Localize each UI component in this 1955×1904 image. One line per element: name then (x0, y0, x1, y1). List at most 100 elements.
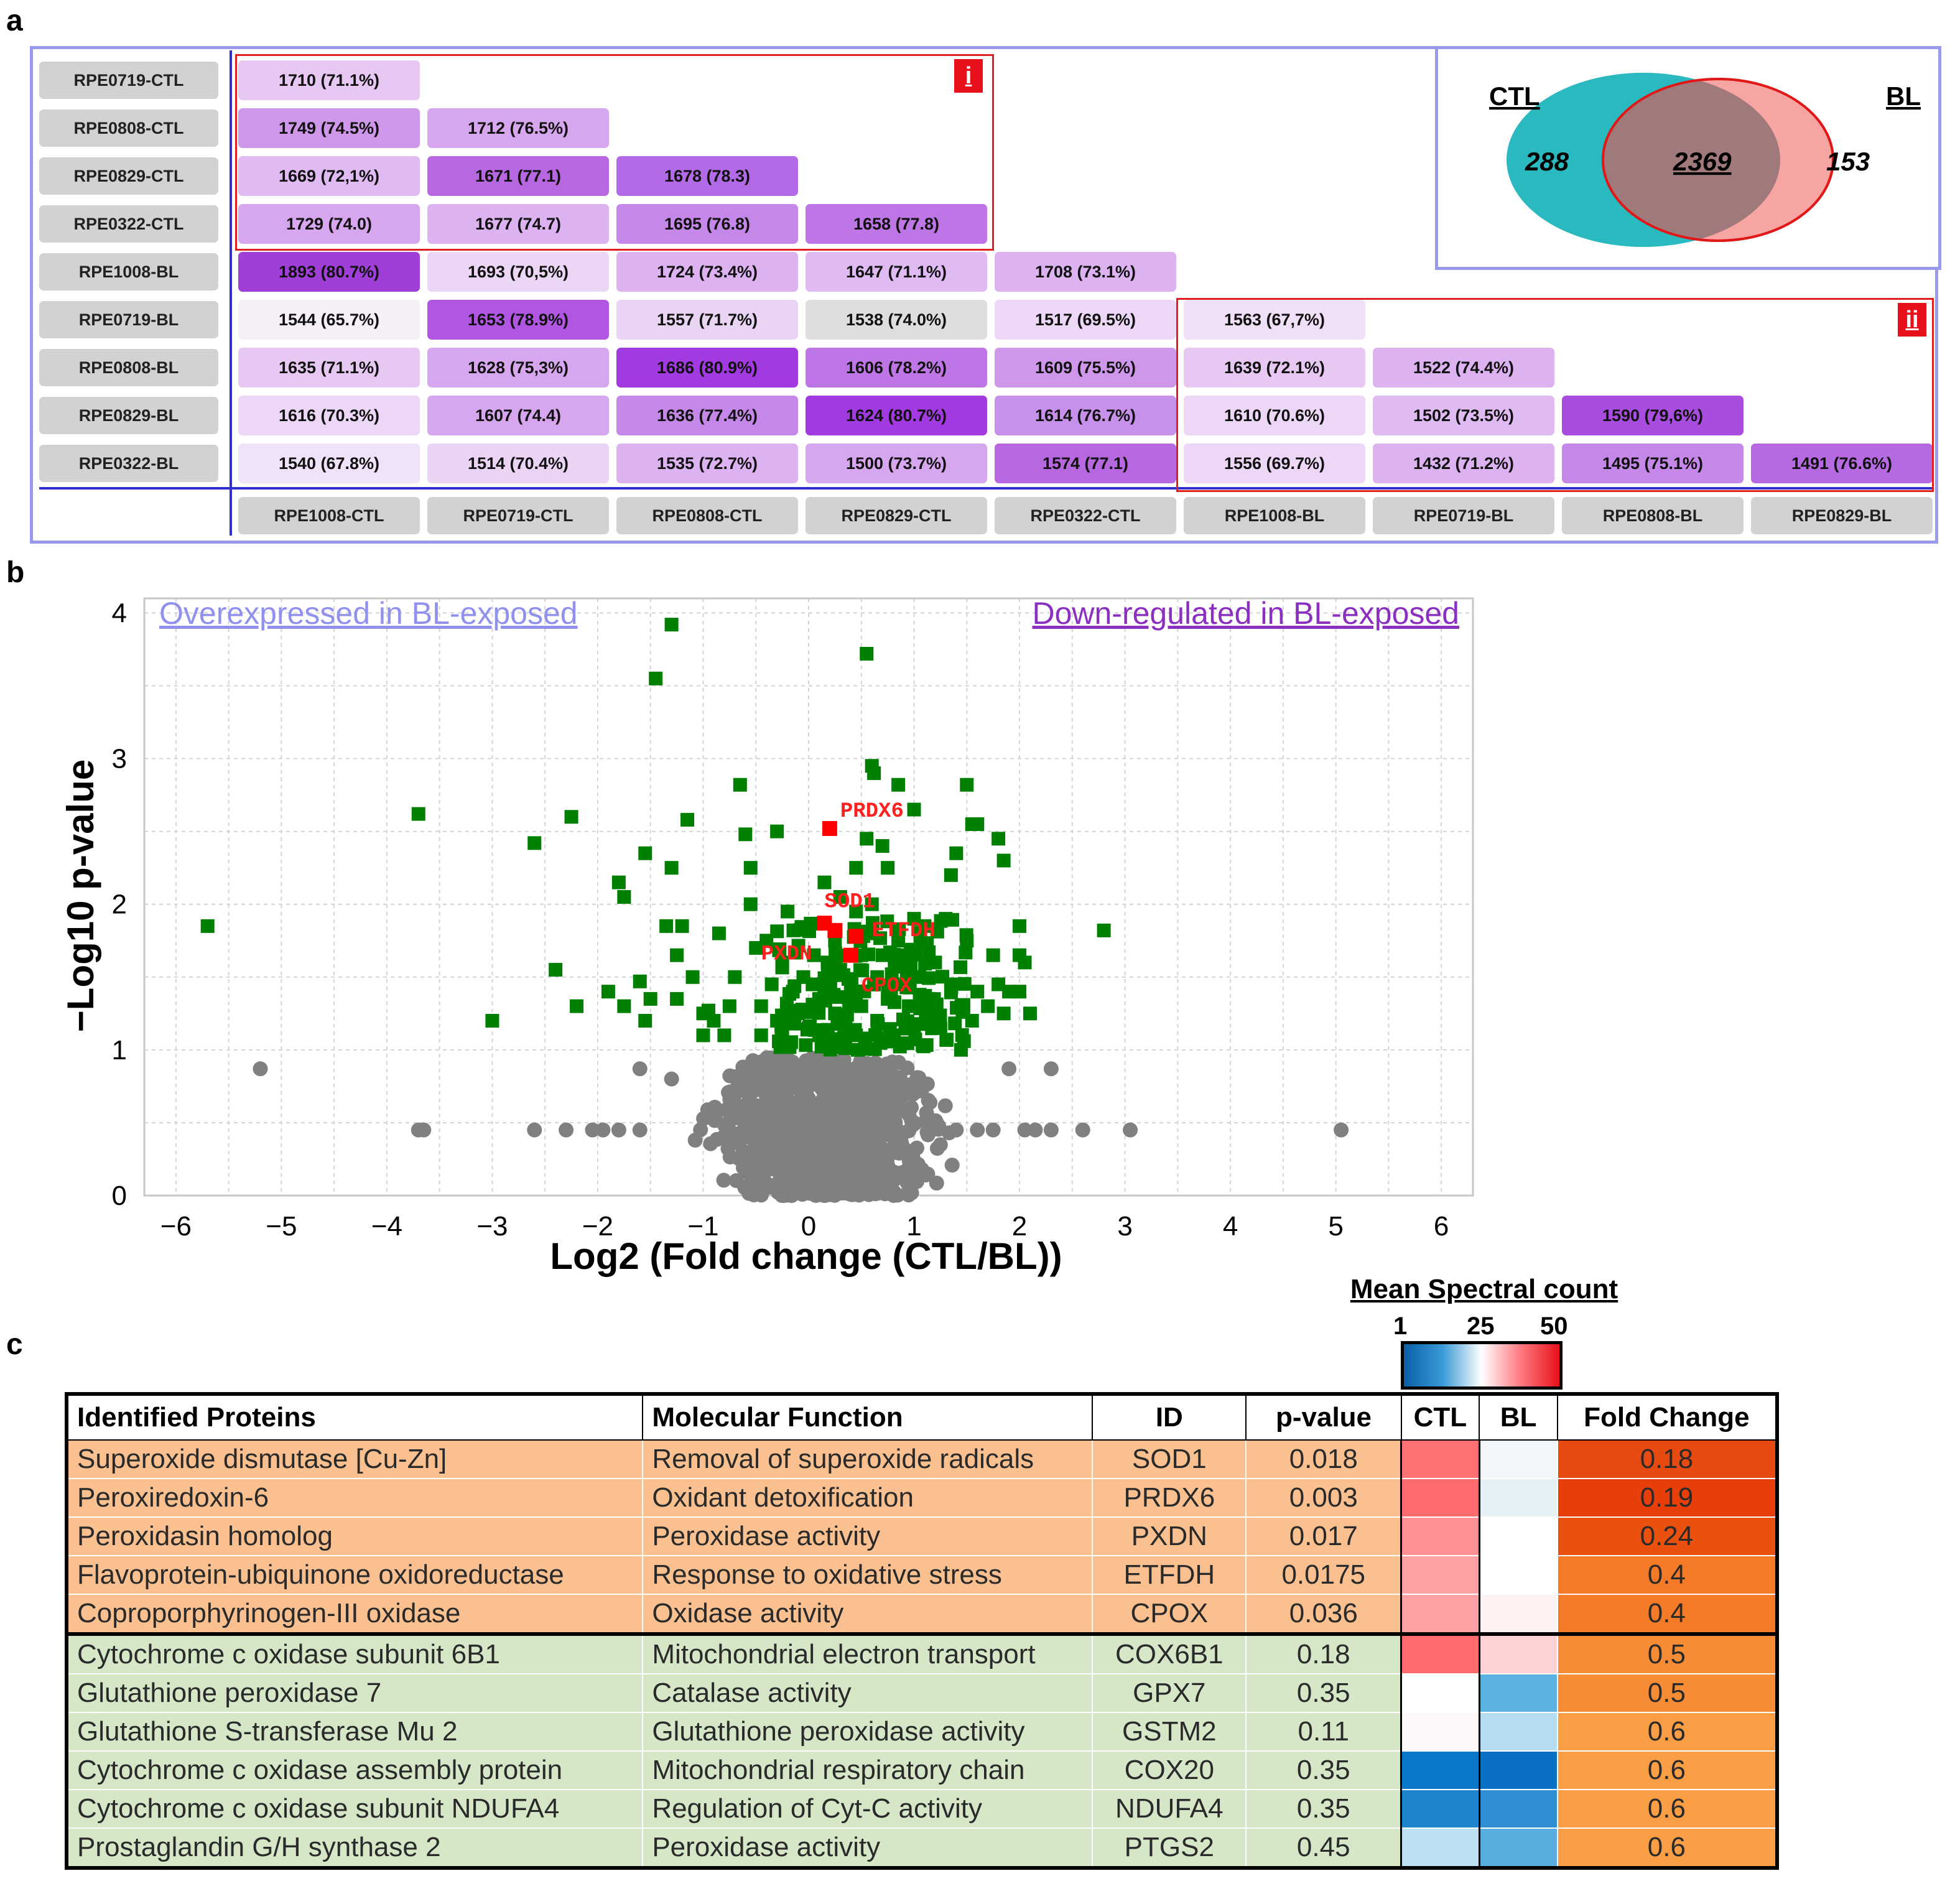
data-point-significant (875, 948, 889, 962)
data-point-nonsignificant (741, 1186, 757, 1201)
cell-bl-heat (1478, 1712, 1558, 1752)
data-point-significant (886, 1028, 900, 1043)
cell-function: Regulation of Cyt-C activity (642, 1789, 1094, 1829)
matrix-cell: 1628 (75,3%) (427, 348, 609, 388)
matrix-cell: 1677 (74.7) (427, 204, 609, 244)
x-tick-label: −5 (266, 1211, 297, 1242)
x-tick-label: −4 (371, 1211, 402, 1242)
data-point-nonsignificant (799, 1053, 814, 1069)
matrix-cell: 1636 (77.4%) (616, 396, 798, 435)
cell-id: CPOX (1092, 1594, 1247, 1635)
data-point-nonsignificant (920, 1127, 936, 1143)
data-point-significant (696, 1028, 710, 1043)
cell-function: Peroxidase activity (642, 1827, 1094, 1869)
data-point-nonsignificant (728, 1173, 744, 1189)
data-point-highlighted (822, 820, 837, 836)
table-row: Prostaglandin G/H synthase 2 Peroxidase a… (65, 1827, 1778, 1869)
data-point-significant (781, 904, 795, 919)
cell-fold-change: 0.5 (1556, 1673, 1778, 1713)
panel-label-c: c (6, 1328, 23, 1361)
cell-p-value: 0.35 (1245, 1673, 1402, 1713)
data-point-significant (866, 916, 880, 930)
data-point-nonsignificant (879, 1154, 894, 1169)
data-point-significant (1097, 923, 1111, 937)
data-point-nonsignificant (949, 1122, 964, 1138)
cell-p-value: 0.017 (1245, 1516, 1402, 1556)
data-point-nonsignificant (720, 1141, 736, 1156)
data-point-significant (986, 948, 1000, 962)
row-label: RPE1008-BL (39, 253, 218, 290)
matrix-cell: 1610 (70.6%) (1184, 396, 1365, 435)
data-point-significant (817, 875, 832, 889)
row-label: RPE0322-CTL (39, 205, 218, 243)
data-point-nonsignificant (824, 1080, 839, 1095)
data-point-significant (970, 985, 985, 999)
column-label: RPE0808-CTL (616, 497, 798, 534)
cell-protein: Cytochrome c oxidase assembly protein (65, 1750, 644, 1790)
overlap-matrix: RPE0719-CTL RPE0808-CTL RPE0829-CTL RPE0322… (33, 49, 1935, 541)
data-point-nonsignificant (716, 1173, 731, 1188)
x-tick-label: −2 (582, 1211, 613, 1242)
cell-fold-change: 0.6 (1556, 1789, 1778, 1829)
data-point-nonsignificant (809, 1132, 825, 1148)
data-point-significant (638, 1014, 652, 1028)
data-point-nonsignificant (766, 1051, 781, 1066)
data-point-nonsignificant (743, 1158, 759, 1173)
data-point-nonsignificant (824, 1061, 840, 1077)
matrix-cell: 1671 (77.1) (427, 156, 609, 196)
data-point-significant (799, 1038, 813, 1052)
data-point-nonsignificant (851, 1153, 866, 1168)
cell-ctl-heat (1400, 1555, 1480, 1595)
x-tick-label: 6 (1434, 1211, 1449, 1242)
data-point-significant (791, 939, 806, 953)
matrix-cell: 1639 (72.1%) (1184, 348, 1365, 388)
venn-shared-count: 2369 (1673, 147, 1732, 176)
cell-function: Glutathione peroxidase activity (642, 1712, 1094, 1752)
data-point-nonsignificant (822, 1098, 838, 1113)
table-header-row: Identified Proteins Molecular Function I… (65, 1393, 1778, 1441)
data-point-significant (812, 1028, 826, 1043)
cell-protein: Coproporphyrinogen-III oxidase (65, 1594, 644, 1635)
data-point-significant (892, 922, 906, 936)
data-point-significant (807, 948, 821, 962)
data-point-significant (770, 824, 784, 838)
cell-ctl-heat (1400, 1439, 1480, 1479)
data-point-significant (843, 985, 858, 999)
matrix-cell: 1535 (72.7%) (616, 443, 798, 483)
cell-bl-heat (1478, 1555, 1558, 1595)
data-point-significant (796, 970, 810, 984)
data-point-nonsignificant (1334, 1122, 1349, 1138)
matrix-cell: 1635 (71.1%) (238, 348, 420, 388)
cell-p-value: 0.036 (1245, 1594, 1402, 1635)
data-point-nonsignificant (416, 1122, 432, 1138)
matrix-cell: 1616 (70.3%) (238, 396, 420, 435)
cell-id: SOD1 (1092, 1439, 1247, 1479)
matrix-cell: 1729 (74.0) (238, 204, 420, 244)
data-point-nonsignificant (905, 1150, 921, 1166)
cell-id: GPX7 (1092, 1673, 1247, 1713)
data-point-nonsignificant (845, 1088, 861, 1103)
matrix-cell: 1432 (71.2%) (1373, 443, 1554, 483)
matrix-cell: 1724 (73.4%) (616, 252, 798, 292)
cell-id: PRDX6 (1092, 1478, 1247, 1518)
point-label: ETFDH (872, 919, 936, 943)
data-point-significant (855, 964, 870, 978)
data-point-nonsignificant (718, 1117, 733, 1132)
cell-fold-change: 0.6 (1556, 1712, 1778, 1752)
cell-id: NDUFA4 (1092, 1789, 1247, 1829)
data-point-nonsignificant (796, 1176, 812, 1191)
matrix-cell: 1893 (80.7%) (238, 252, 420, 292)
column-label: RPE1008-BL (1184, 497, 1365, 534)
data-point-significant (738, 827, 753, 842)
cell-fold-change: 0.4 (1556, 1555, 1778, 1595)
x-tick-label: 4 (1223, 1211, 1238, 1242)
data-point-significant (775, 955, 789, 970)
y-tick-label: 3 (112, 744, 127, 774)
cell-bl-heat (1478, 1439, 1558, 1479)
data-point-significant (200, 919, 215, 933)
data-point-significant (1013, 985, 1027, 999)
cell-bl-heat (1478, 1594, 1558, 1635)
x-tick-label: 0 (801, 1211, 816, 1242)
data-point-nonsignificant (632, 1061, 648, 1077)
